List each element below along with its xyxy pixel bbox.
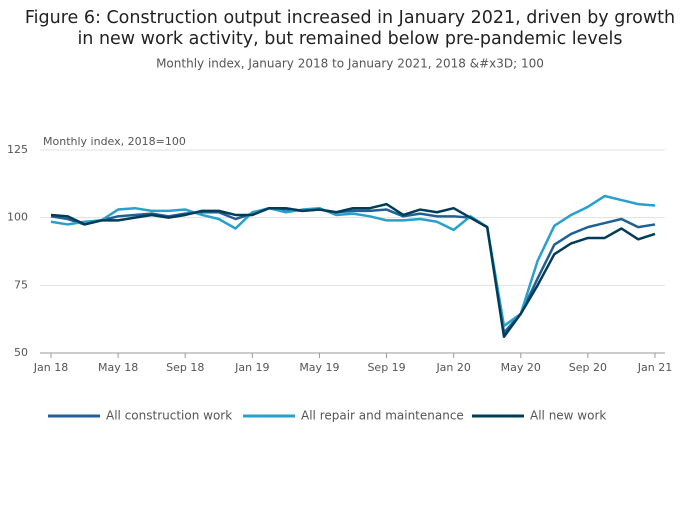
x-tick-label: Sep 19 (367, 361, 405, 374)
x-tick-label: Jan 20 (435, 361, 470, 374)
x-tick-label: May 20 (501, 361, 541, 374)
legend-label: All construction work (106, 409, 232, 423)
legend-label: All repair and maintenance (301, 409, 464, 423)
y-tick-label: 100 (7, 211, 28, 224)
x-tick-label: May 18 (98, 361, 138, 374)
x-tick-label: Jan 21 (637, 361, 672, 374)
chart-title: Figure 6: Construction output increased … (25, 8, 675, 28)
x-tick-label: Sep 20 (569, 361, 607, 374)
x-tick-label: Jan 19 (234, 361, 269, 374)
series-line (50, 194, 656, 328)
series-line (50, 206, 656, 334)
chart-title: in new work activity, but remained below… (77, 29, 622, 49)
x-tick-label: May 19 (299, 361, 339, 374)
y-tick-label: 125 (7, 143, 28, 156)
x-tick-label: Jan 18 (33, 361, 68, 374)
y-tick-label: 50 (14, 346, 28, 359)
x-tick-label: Sep 18 (166, 361, 204, 374)
chart-subtitle: Monthly index, January 2018 to January 2… (156, 57, 544, 71)
series-line (50, 202, 656, 339)
y-axis-label: Monthly index, 2018=100 (43, 135, 186, 148)
y-tick-label: 75 (14, 278, 28, 291)
legend-label: All new work (530, 409, 606, 423)
